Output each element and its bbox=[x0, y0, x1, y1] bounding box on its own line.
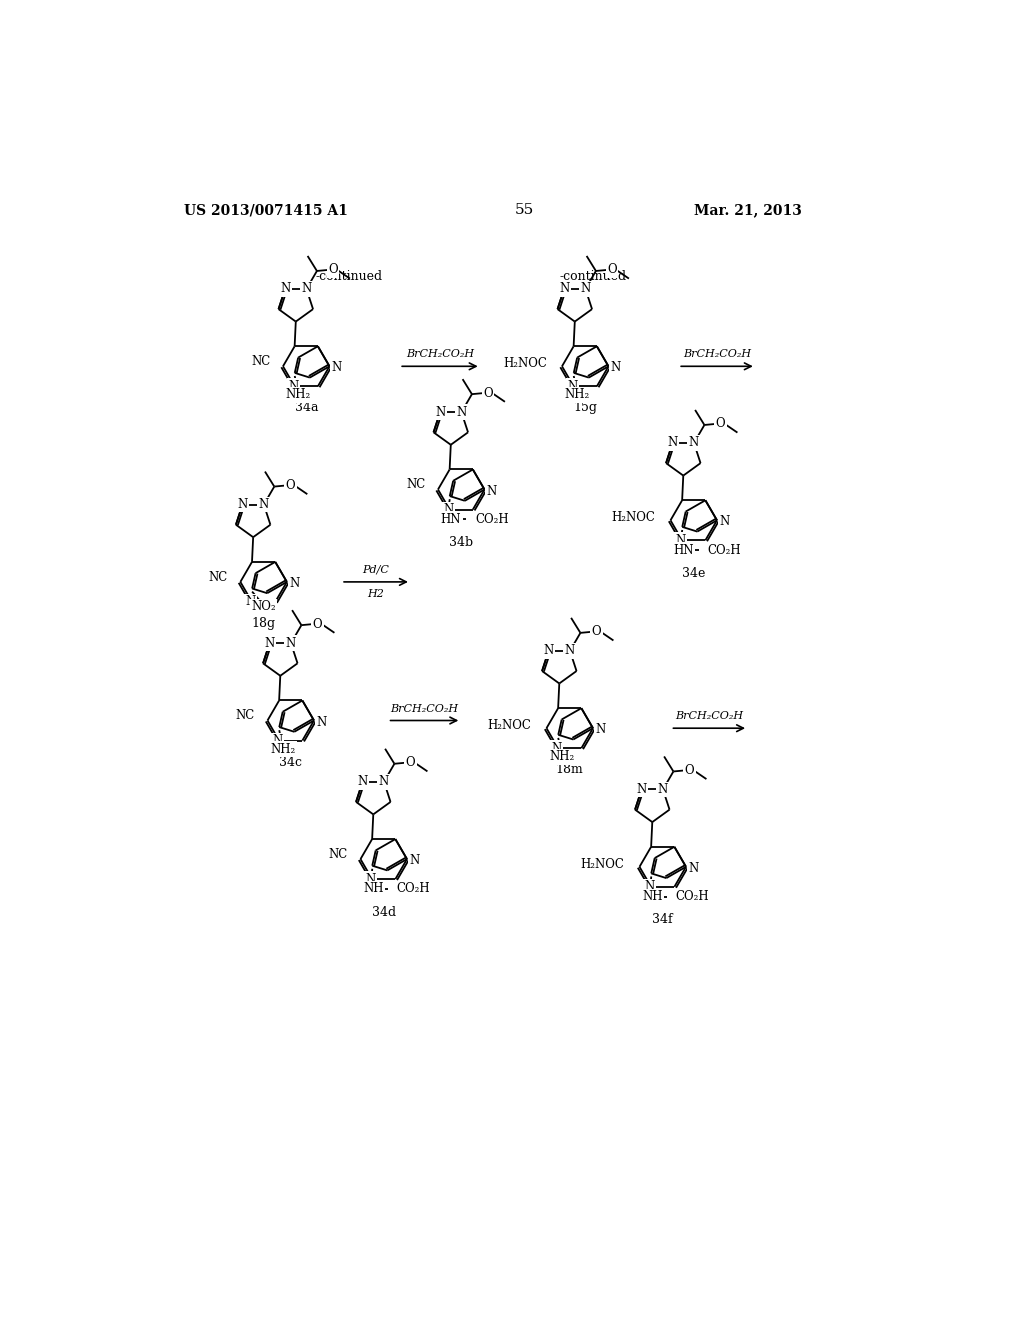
Text: HN: HN bbox=[673, 544, 693, 557]
Text: N: N bbox=[565, 644, 575, 657]
Text: N: N bbox=[689, 437, 699, 450]
Text: N: N bbox=[668, 437, 678, 450]
Text: BrCH₂CO₂H: BrCH₂CO₂H bbox=[390, 704, 459, 714]
Text: N: N bbox=[332, 362, 342, 375]
Text: N: N bbox=[676, 533, 686, 546]
Text: BrCH₂CO₂H: BrCH₂CO₂H bbox=[406, 350, 474, 359]
Text: NC: NC bbox=[329, 847, 348, 861]
Text: N: N bbox=[288, 380, 298, 393]
Text: NC: NC bbox=[208, 570, 227, 583]
Text: N: N bbox=[366, 873, 376, 886]
Text: N: N bbox=[644, 880, 654, 894]
Text: CO₂H: CO₂H bbox=[708, 544, 741, 557]
Text: O: O bbox=[483, 387, 493, 400]
Text: 15g: 15g bbox=[573, 401, 597, 414]
Text: N: N bbox=[238, 498, 248, 511]
Text: BrCH₂CO₂H: BrCH₂CO₂H bbox=[683, 350, 751, 359]
Text: 34b: 34b bbox=[450, 536, 473, 549]
Text: 18g: 18g bbox=[252, 616, 275, 630]
Text: N: N bbox=[719, 515, 729, 528]
Text: O: O bbox=[716, 417, 725, 430]
Text: O: O bbox=[313, 618, 323, 631]
Text: N: N bbox=[688, 862, 698, 875]
Text: NC: NC bbox=[236, 709, 255, 722]
Text: NH: NH bbox=[364, 882, 384, 895]
Text: N: N bbox=[457, 405, 467, 418]
Text: CO₂H: CO₂H bbox=[396, 882, 430, 895]
Text: NH₂: NH₂ bbox=[564, 388, 590, 401]
Text: 34d: 34d bbox=[372, 906, 396, 919]
Text: -continued: -continued bbox=[315, 271, 382, 282]
Text: N: N bbox=[289, 577, 299, 590]
Text: N: N bbox=[301, 282, 311, 296]
Text: HN: HN bbox=[440, 512, 461, 525]
Text: Mar. 21, 2013: Mar. 21, 2013 bbox=[693, 203, 802, 216]
Text: NO₂: NO₂ bbox=[252, 601, 276, 612]
Text: O: O bbox=[685, 764, 694, 776]
Text: N: N bbox=[443, 503, 454, 516]
Text: O: O bbox=[329, 263, 338, 276]
Text: H₂NOC: H₂NOC bbox=[611, 511, 655, 524]
Text: N: N bbox=[280, 282, 290, 296]
Text: O: O bbox=[406, 756, 416, 770]
Text: 34c: 34c bbox=[280, 755, 302, 768]
Text: 18m: 18m bbox=[556, 763, 584, 776]
Text: N: N bbox=[286, 636, 296, 649]
Text: N: N bbox=[379, 775, 389, 788]
Text: N: N bbox=[559, 282, 569, 296]
Text: H₂NOC: H₂NOC bbox=[503, 358, 547, 371]
Text: 34a: 34a bbox=[295, 401, 318, 414]
Text: N: N bbox=[316, 715, 327, 729]
Text: N: N bbox=[657, 783, 668, 796]
Text: US 2013/0071415 A1: US 2013/0071415 A1 bbox=[183, 203, 348, 216]
Text: O: O bbox=[607, 263, 617, 276]
Text: NC: NC bbox=[251, 355, 270, 368]
Text: N: N bbox=[264, 636, 274, 649]
Text: N: N bbox=[581, 282, 591, 296]
Text: O: O bbox=[592, 626, 601, 638]
Text: N: N bbox=[544, 644, 554, 657]
Text: NH: NH bbox=[642, 890, 663, 903]
Text: N: N bbox=[567, 380, 578, 393]
Text: Pd/C: Pd/C bbox=[362, 565, 389, 576]
Text: N: N bbox=[357, 775, 368, 788]
Text: CO₂H: CO₂H bbox=[475, 512, 509, 525]
Text: BrCH₂CO₂H: BrCH₂CO₂H bbox=[675, 711, 743, 721]
Text: N: N bbox=[410, 854, 420, 867]
Text: N: N bbox=[259, 498, 269, 511]
Text: -continued: -continued bbox=[559, 271, 627, 282]
Text: 34e: 34e bbox=[682, 566, 706, 579]
Text: N: N bbox=[637, 783, 647, 796]
Text: O: O bbox=[286, 479, 295, 492]
Text: CO₂H: CO₂H bbox=[676, 890, 710, 903]
Text: NH₂: NH₂ bbox=[286, 388, 311, 401]
Text: NH₂: NH₂ bbox=[270, 743, 295, 755]
Text: H₂NOC: H₂NOC bbox=[487, 719, 531, 733]
Text: NH₂: NH₂ bbox=[549, 750, 574, 763]
Text: N: N bbox=[611, 362, 622, 375]
Text: N: N bbox=[435, 405, 445, 418]
Text: N: N bbox=[486, 484, 497, 498]
Text: H2: H2 bbox=[368, 589, 384, 599]
Text: H₂NOC: H₂NOC bbox=[581, 858, 625, 871]
Text: N: N bbox=[246, 595, 256, 609]
Text: 55: 55 bbox=[515, 203, 535, 216]
Text: N: N bbox=[552, 742, 562, 755]
Text: N: N bbox=[595, 723, 605, 737]
Text: N: N bbox=[272, 734, 283, 747]
Text: NC: NC bbox=[406, 478, 425, 491]
Text: 34f: 34f bbox=[652, 913, 673, 927]
